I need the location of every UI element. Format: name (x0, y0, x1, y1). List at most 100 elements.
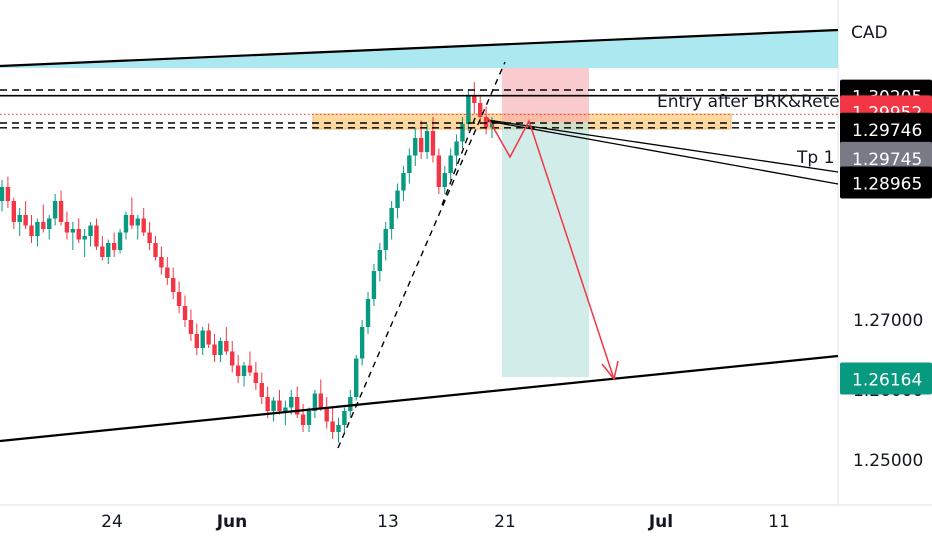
candle-body (147, 232, 152, 243)
candle-body (354, 358, 359, 397)
candle-body (348, 397, 353, 411)
candle-body (277, 400, 282, 411)
candle-body (52, 201, 58, 219)
projected-path (487, 117, 615, 380)
candle-body (200, 330, 205, 348)
candle-body (194, 334, 200, 348)
candle-body (47, 218, 52, 229)
x-tick-label: 13 (377, 512, 399, 532)
candle-body (188, 320, 194, 334)
x-tick-label: 21 (494, 512, 516, 532)
candle-body (218, 341, 223, 355)
candle-body (436, 155, 442, 187)
candle-body (253, 372, 259, 383)
candle-body (241, 365, 247, 376)
candle-body (100, 246, 105, 257)
candle-body (407, 155, 412, 173)
candle-body (117, 232, 123, 250)
price-tag-bg (840, 141, 932, 174)
candle-body (106, 243, 111, 257)
candle-body (17, 215, 22, 222)
price-tag-bg (840, 362, 932, 395)
projected-path-arrowhead (601, 360, 619, 381)
candle-body (294, 397, 300, 415)
candle-body (466, 96, 471, 124)
candle-body (424, 131, 430, 152)
price-tag-label: 1.26164 (852, 371, 922, 391)
candle-body (418, 138, 424, 152)
candle-body (165, 267, 170, 278)
candle-body (289, 397, 294, 408)
candle-body (306, 411, 312, 425)
candle-body (477, 103, 483, 117)
candle-body (58, 201, 64, 222)
candle-body (365, 299, 371, 327)
candle-body (70, 229, 76, 233)
descending-line-b (487, 120, 839, 185)
candle-body (11, 201, 17, 222)
candle-body (5, 187, 11, 201)
y-tick-label: 1.25000 (853, 451, 923, 471)
currency-label: CAD (851, 23, 888, 43)
candle-body (283, 407, 288, 411)
entry-annotation: Entry after BRK&Retest (657, 92, 856, 112)
x-tick-label: 11 (768, 512, 790, 532)
candle-body (176, 292, 182, 306)
candle-body (472, 96, 477, 103)
x-tick-label: 24 (101, 512, 123, 532)
candle-body (35, 222, 40, 236)
candle-body (389, 208, 394, 229)
candle-body (359, 327, 365, 359)
candle-body (401, 173, 406, 191)
candle-body (88, 225, 93, 236)
candle-body (64, 222, 70, 233)
time-axis: 24 Jun 13 21 Jul 11 (0, 504, 932, 532)
price-tag-label: 1.28965 (852, 174, 922, 194)
annotations: Entry after BRK&Retest Tp 1 (657, 92, 856, 168)
candle-body (41, 222, 46, 229)
candle-body (330, 421, 335, 432)
price-tag-bg (840, 112, 932, 145)
candle-body (111, 243, 117, 250)
reward-zone (502, 122, 589, 377)
candle-body (141, 218, 146, 233)
rising-trendline-2 (441, 117, 476, 206)
candle-body (460, 124, 465, 142)
descending-line-a (487, 119, 839, 173)
candle-body (430, 131, 436, 156)
rising-trendline (337, 61, 506, 449)
candle-body (0, 187, 5, 201)
candle-body (395, 190, 400, 208)
price-axis: CAD1.250001.260001.270001.302051.2995202… (840, 23, 932, 471)
candle-body (318, 393, 323, 408)
candle-body (483, 117, 489, 128)
candle-body (413, 138, 418, 156)
candle-body (377, 250, 383, 271)
candle-body (206, 330, 211, 345)
candle-body (230, 351, 235, 366)
candle-body (271, 400, 276, 411)
candle-body (23, 215, 28, 226)
candle-body (324, 407, 329, 422)
candle-body (442, 173, 447, 187)
x-tick-label: Jun (216, 512, 248, 532)
candle-body (29, 225, 34, 236)
price-tag-label: 1.29745 (852, 150, 922, 170)
candle-body (265, 397, 270, 411)
upper-channel-line (0, 28, 839, 68)
y-tick-label: 1.27000 (853, 311, 923, 331)
candle-body (342, 411, 347, 425)
candle-body (259, 383, 264, 397)
candle-body (82, 236, 87, 240)
candle-body (76, 229, 81, 240)
price-tag-label: 1.29746 (852, 121, 922, 141)
lower-channel-line (0, 354, 839, 443)
candle-body (123, 215, 129, 233)
candle-body (247, 365, 253, 373)
x-tick-label: Jul (648, 512, 673, 532)
candle-body (300, 414, 306, 425)
candle-body (235, 365, 241, 376)
